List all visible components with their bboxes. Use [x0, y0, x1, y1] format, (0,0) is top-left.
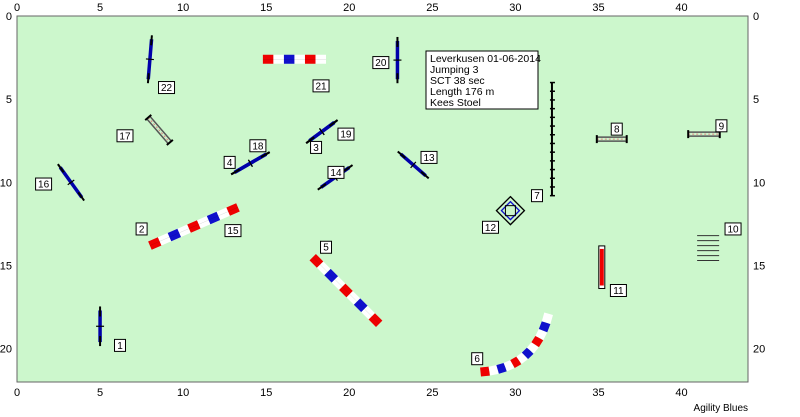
obstacle-number-10: 10	[724, 222, 742, 236]
obstacle-jump-1	[96, 306, 105, 347]
obstacle-number-1: 1	[114, 338, 127, 352]
x-tick-top: 5	[97, 2, 103, 14]
x-tick-bottom: 20	[343, 387, 355, 399]
info-line-sct: SCT 38 sec	[430, 75, 485, 87]
svg-text:16: 16	[38, 180, 50, 191]
obstacle-double-9	[687, 130, 721, 139]
svg-text:13: 13	[423, 153, 435, 164]
svg-text:19: 19	[340, 130, 352, 141]
obstacle-number-6: 6	[471, 352, 484, 366]
obstacle-number-12: 12	[481, 220, 499, 234]
obstacle-tire-11	[598, 245, 606, 290]
obstacle-weaves-10	[697, 235, 720, 262]
info-box: Leverkusen 01-06-2014 Jumping 3 SCT 38 s…	[425, 50, 541, 110]
y-tick-right: 5	[753, 94, 759, 106]
svg-text:6: 6	[474, 354, 480, 365]
obstacle-number-18: 18	[249, 139, 267, 153]
obstacle-number-16: 16	[35, 177, 53, 191]
obstacle-number-7: 7	[531, 189, 544, 203]
svg-text:7: 7	[534, 191, 540, 202]
obstacle-number-20: 20	[372, 56, 390, 70]
obstacle-number-5: 5	[320, 240, 333, 254]
x-tick-top: 20	[343, 2, 355, 14]
obstacle-number-13: 13	[420, 150, 438, 164]
x-tick-bottom: 30	[509, 387, 521, 399]
obstacle-number-3: 3	[310, 140, 323, 154]
x-tick-bottom: 10	[177, 387, 189, 399]
x-tick-top: 35	[592, 2, 604, 14]
x-tick-top: 30	[509, 2, 521, 14]
obstacle-number-8: 8	[610, 122, 623, 136]
svg-text:18: 18	[252, 141, 264, 152]
y-tick-left: 10	[0, 177, 12, 189]
y-tick-right: 0	[753, 11, 759, 23]
obstacle-number-4: 4	[223, 155, 236, 169]
x-tick-top: 40	[675, 2, 687, 14]
obstacle-tunnel-5	[309, 254, 383, 327]
obstacle-jump-18	[230, 151, 271, 176]
svg-text:22: 22	[161, 83, 173, 94]
y-tick-left: 5	[6, 94, 12, 106]
svg-text:21: 21	[315, 81, 327, 92]
svg-text:20: 20	[375, 58, 387, 69]
obstacle-jump-13	[397, 150, 430, 180]
x-tick-top: 10	[177, 2, 189, 14]
obstacle-number-21: 21	[312, 79, 330, 93]
svg-text:14: 14	[330, 168, 342, 179]
y-tick-left: 0	[6, 11, 12, 23]
obstacle-tunnel-curve-6	[480, 312, 553, 377]
svg-text:17: 17	[119, 131, 131, 142]
obstacle-number-11: 11	[609, 284, 627, 297]
x-tick-top: 25	[426, 2, 438, 14]
y-tick-right: 15	[753, 261, 765, 273]
obstacle-table-12	[495, 195, 526, 226]
svg-text:3: 3	[313, 143, 319, 154]
x-tick-top: 15	[260, 2, 272, 14]
svg-text:10: 10	[727, 224, 739, 235]
info-line-class: Jumping 3	[430, 64, 479, 76]
svg-text:4: 4	[227, 158, 233, 169]
x-tick-bottom: 25	[426, 387, 438, 399]
svg-text:1: 1	[117, 341, 123, 352]
course-field	[16, 15, 749, 383]
info-line-judge: Kees Stoel	[430, 97, 481, 109]
x-tick-bottom: 5	[97, 387, 103, 399]
svg-text:15: 15	[227, 226, 239, 237]
info-line-length: Length 176 m	[430, 86, 494, 98]
svg-text:11: 11	[613, 286, 624, 297]
x-tick-bottom: 15	[260, 387, 272, 399]
obstacle-dogwalk-7	[549, 81, 555, 197]
obstacle-number-2: 2	[135, 222, 148, 236]
svg-text:2: 2	[139, 224, 145, 235]
obstacle-number-17: 17	[116, 129, 134, 143]
y-tick-left: 20	[0, 344, 12, 356]
obstacle-jump-19	[305, 119, 339, 144]
y-tick-right: 20	[753, 344, 765, 356]
svg-text:9: 9	[719, 121, 725, 132]
x-tick-bottom: 40	[675, 387, 687, 399]
obstacle-number-19: 19	[337, 127, 355, 141]
obstacle-number-9: 9	[715, 119, 728, 133]
obstacle-number-22: 22	[158, 81, 176, 95]
obstacle-jump-20	[393, 36, 402, 84]
svg-text:12: 12	[485, 223, 497, 234]
obstacle-number-15: 15	[224, 224, 242, 238]
y-tick-right: 10	[753, 177, 765, 189]
obstacle-jump-16	[57, 163, 85, 202]
x-tick-top: 0	[14, 2, 20, 14]
svg-text:8: 8	[614, 125, 620, 136]
watermark: Agility Blues	[694, 403, 748, 414]
info-line-location: Leverkusen 01-06-2014	[430, 53, 541, 65]
obstacle-number-14: 14	[327, 165, 345, 179]
obstacle-jump-22	[145, 35, 154, 84]
obstacle-tunnel-2	[148, 203, 240, 250]
svg-text:5: 5	[323, 243, 329, 254]
x-tick-bottom: 35	[592, 387, 604, 399]
x-tick-bottom: 0	[14, 387, 20, 399]
y-tick-left: 15	[0, 261, 12, 273]
obstacle-double-17	[144, 114, 174, 146]
obstacle-double-8	[595, 135, 628, 144]
